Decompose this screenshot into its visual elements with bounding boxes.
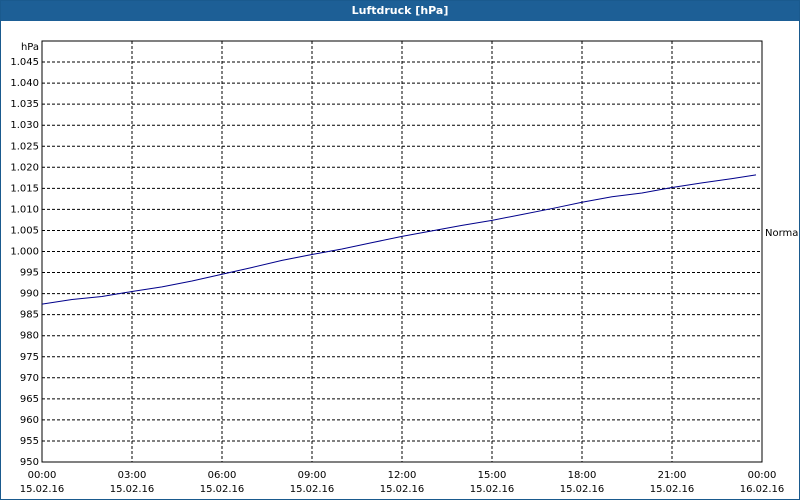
- x-tick-label: 00:00 15.02.16: [19, 470, 65, 495]
- x-tick-label: 15:00 15.02.16: [469, 470, 515, 495]
- y-tick-label: 950: [20, 457, 39, 468]
- y-tick-label: 965: [20, 394, 39, 405]
- x-tick-label: 06:00 15.02.16: [199, 470, 245, 495]
- y-tick-label: 1.025: [10, 141, 39, 152]
- y-tick-label: 1.015: [10, 183, 39, 194]
- y-tick-label: 1.020: [10, 162, 39, 173]
- legend-entry: Normal: [765, 228, 799, 239]
- x-tick-label: 12:00 15.02.16: [379, 470, 425, 495]
- y-axis-label: hPa: [21, 42, 39, 53]
- y-tick-label: 1.005: [10, 225, 39, 236]
- y-tick-label: 970: [20, 373, 39, 384]
- x-tick-label: 09:00 15.02.16: [289, 470, 335, 495]
- x-tick-label: 00:00 16.02.16: [739, 470, 785, 495]
- x-tick-label: 21:00 15.02.16: [649, 470, 695, 495]
- y-tick-label: 1.045: [10, 57, 39, 68]
- y-tick-label: 985: [20, 310, 39, 321]
- y-tick-label: 1.000: [10, 247, 39, 258]
- y-tick-label: 1.040: [10, 78, 39, 89]
- y-tick-label: 1.035: [10, 99, 39, 110]
- y-tick-label: 1.010: [10, 204, 39, 215]
- y-tick-label: 990: [20, 289, 39, 300]
- x-tick-label: 03:00 15.02.16: [109, 470, 155, 495]
- y-tick-label: 960: [20, 415, 39, 426]
- y-tick-label: 975: [20, 352, 39, 363]
- y-tick-label: 980: [20, 331, 39, 342]
- y-tick-label: 1.030: [10, 120, 39, 131]
- y-tick-label: 995: [20, 268, 39, 279]
- chart-title: Luftdruck [hPa]: [1, 1, 799, 21]
- x-tick-label: 18:00 15.02.16: [559, 470, 605, 495]
- data-line: [41, 174, 757, 305]
- y-tick-label: 955: [20, 436, 39, 447]
